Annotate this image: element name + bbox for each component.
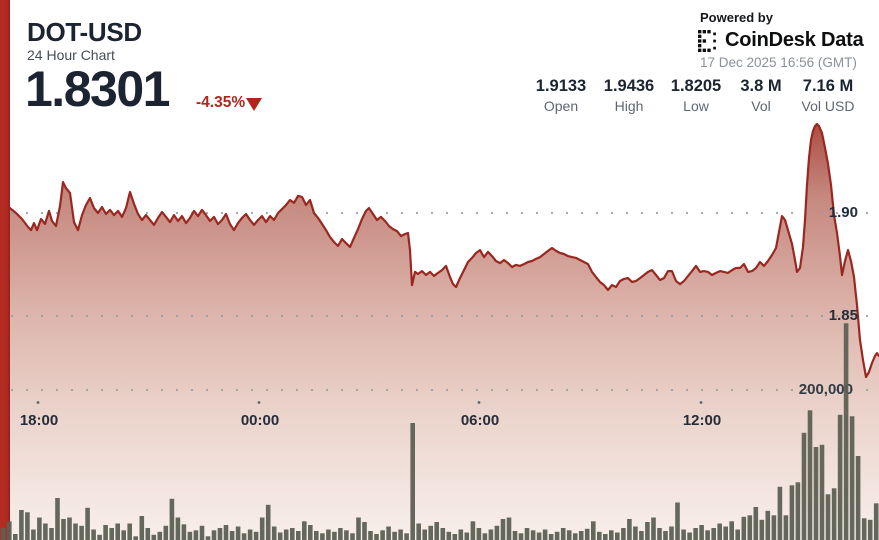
- timestamp: 17 Dec 2025 16:56 (GMT): [700, 55, 857, 70]
- stat-open-value: 1.9133: [535, 77, 587, 95]
- x-axis-label-1200: 12:00: [682, 412, 722, 429]
- chart-header: DOT-USD 24 Hour Chart 1.8301 -4.35% Powe…: [0, 0, 879, 120]
- x-axis-label-0600: 06:00: [460, 412, 500, 429]
- stat-open-label: Open: [543, 98, 579, 114]
- y-axis-label-1-90: 1.90: [828, 204, 858, 221]
- stat-vol-usd-label: Vol USD: [801, 98, 855, 114]
- stat-vol-usd: 7.16 M Vol USD: [780, 77, 876, 114]
- powered-by-label: Powered by: [700, 10, 773, 25]
- y-axis-label-1-85: 1.85: [828, 307, 858, 324]
- brand-row: CoinDesk Data: [698, 29, 864, 52]
- price-area-fill: [10, 124, 879, 540]
- stat-high-label: High: [614, 98, 644, 114]
- stat-low-value: 1.8205: [670, 77, 722, 95]
- brand-name: CoinDesk Data: [725, 29, 864, 51]
- stat-high: 1.9436 High: [581, 77, 677, 114]
- x-axis-label-0000: 00:00: [240, 412, 280, 429]
- last-price: 1.8301: [25, 61, 170, 117]
- stat-vol-usd-value: 7.16 M: [802, 77, 854, 95]
- x-axis-tick-dots: [36, 401, 703, 404]
- stat-low: 1.8205 Low: [648, 77, 744, 114]
- stat-high-value: 1.9436: [603, 77, 655, 95]
- triangle-down-icon: [246, 98, 262, 111]
- stat-vol-label: Vol: [751, 98, 771, 114]
- y-axis-label-volume: 200,000: [798, 381, 853, 398]
- stat-open: 1.9133 Open: [513, 77, 609, 114]
- stat-vol-value: 3.8 M: [740, 77, 782, 95]
- coindesk-logo-icon: [698, 29, 716, 52]
- chart-subtitle: 24 Hour Chart: [27, 47, 115, 63]
- stat-low-label: Low: [683, 98, 709, 114]
- stat-vol: 3.8 M Vol: [713, 77, 809, 114]
- x-axis-label-1800: 18:00: [19, 412, 59, 429]
- price-line: [8, 122, 879, 379]
- left-accent-bar: [0, 0, 10, 540]
- symbol-title: DOT-USD: [27, 17, 142, 47]
- change-percent: -4.35%: [196, 94, 246, 111]
